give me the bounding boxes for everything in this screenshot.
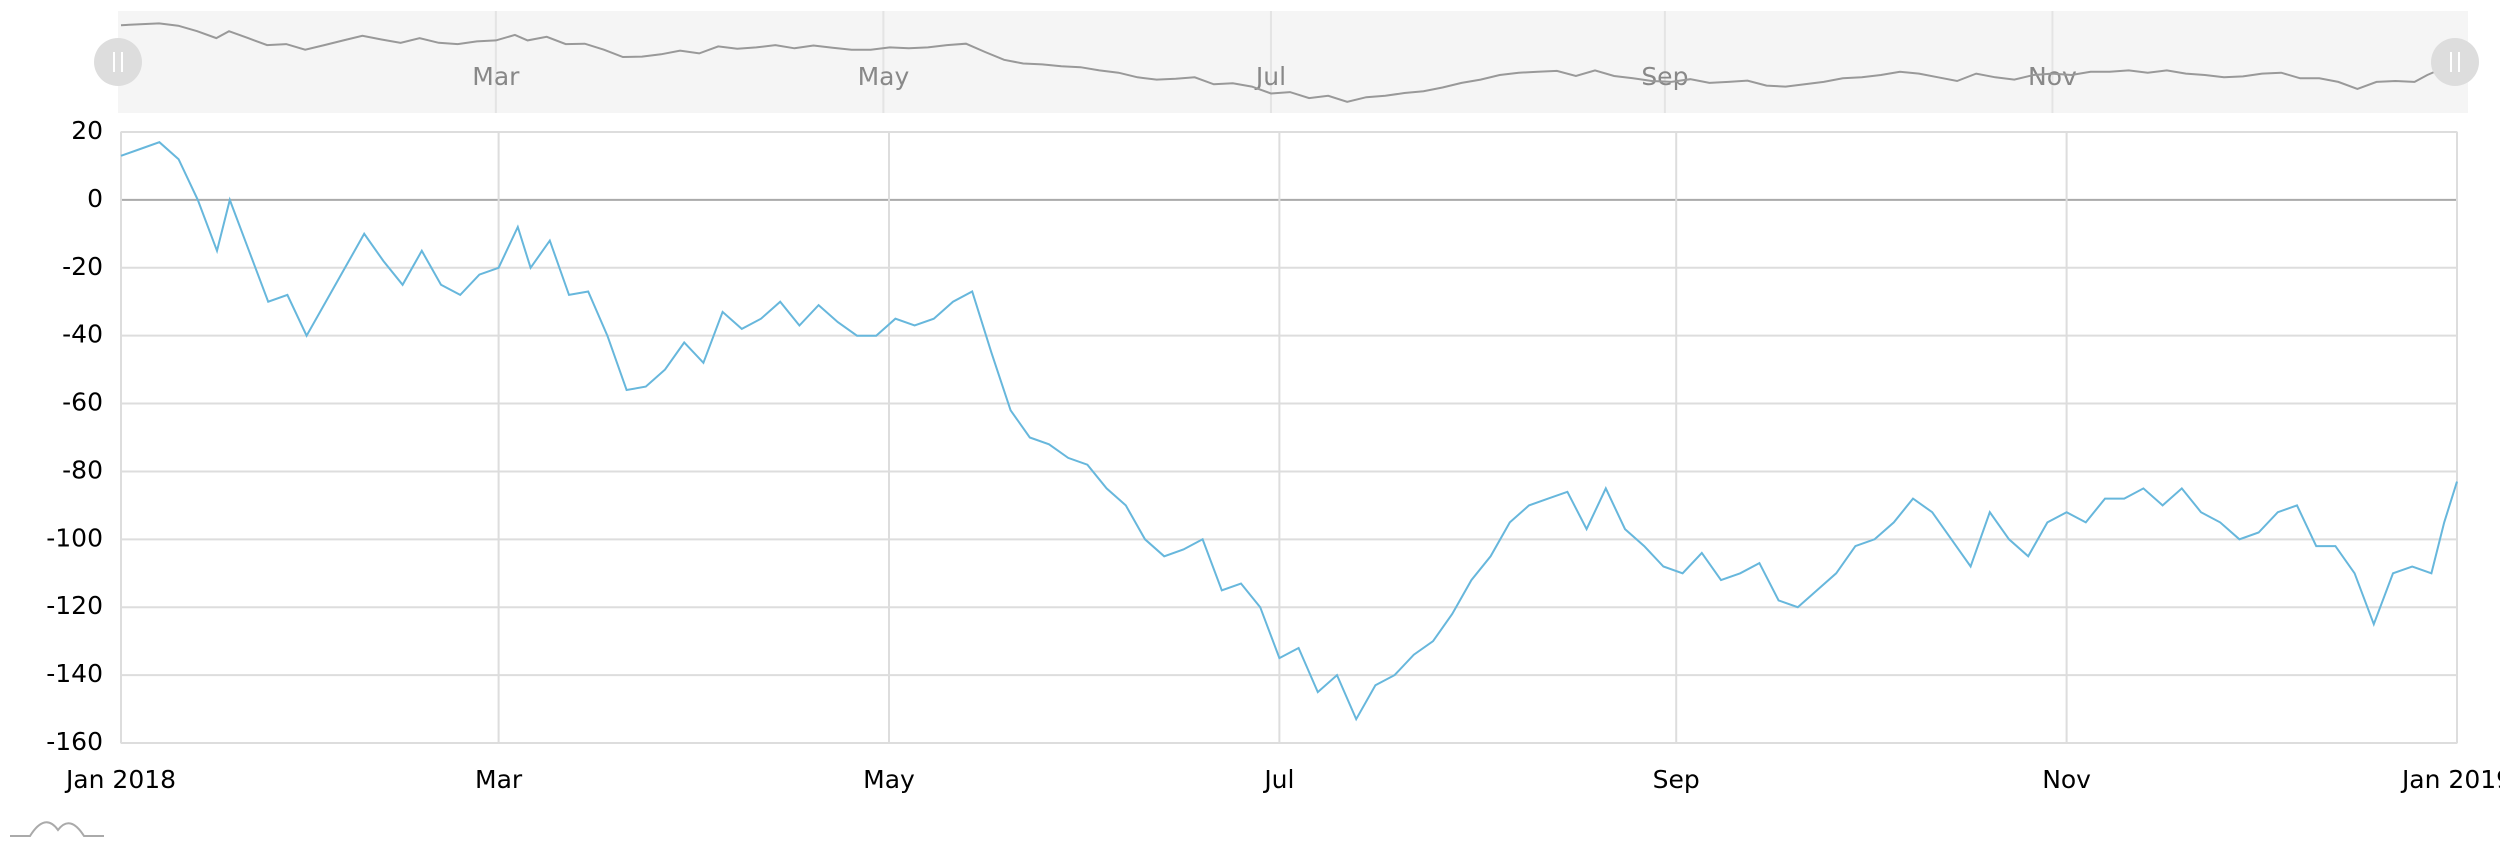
scroll-grip-left[interactable] xyxy=(94,38,142,86)
scroll-tick-label: Sep xyxy=(1641,62,1688,91)
scroll-tick-label: Nov xyxy=(2028,62,2077,91)
scroll-grip-right[interactable] xyxy=(2431,38,2479,86)
y-tick-label: -40 xyxy=(62,320,103,349)
scroll-series-line xyxy=(120,22,2441,103)
scrollbar[interactable] xyxy=(118,11,2468,113)
scroll-tick-label: Jul xyxy=(1254,62,1286,91)
y-tick-label: -120 xyxy=(46,591,103,620)
x-tick-label: Jan 2019 xyxy=(2400,765,2500,794)
scroll-tick-label: Mar xyxy=(472,62,520,91)
plot-area xyxy=(120,131,2458,744)
logo xyxy=(10,821,104,837)
x-tick-label: Mar xyxy=(475,765,523,794)
y-tick-label: 20 xyxy=(71,116,103,145)
x-tick-label: Sep xyxy=(1653,765,1700,794)
y-tick-label: -140 xyxy=(46,659,103,688)
y-tick-label: -160 xyxy=(46,727,103,756)
y-tick-label: 0 xyxy=(87,184,103,213)
scroll-tick-label: May xyxy=(858,62,910,91)
y-tick-label: -20 xyxy=(62,252,103,281)
x-tick-label: Nov xyxy=(2042,765,2091,794)
y-tick-label: -60 xyxy=(62,388,103,417)
x-tick-label: May xyxy=(863,765,915,794)
series-line xyxy=(120,141,2458,722)
x-tick-label: Jan 2018 xyxy=(64,765,176,794)
x-tick-label: Jul xyxy=(1262,765,1294,794)
y-tick-label: -80 xyxy=(62,455,103,484)
y-tick-label: -100 xyxy=(46,523,103,552)
